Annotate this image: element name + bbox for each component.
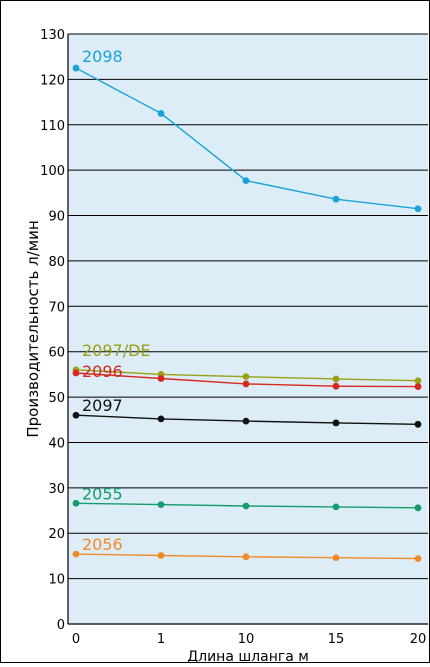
series-2096: 2096 — [72, 362, 422, 391]
y-tick-label: 30 — [48, 482, 65, 497]
data-point — [72, 64, 80, 72]
x-tick-labels: 0 1 10 15 20 — [72, 632, 426, 647]
x-axis-label: Длина шланга м — [187, 649, 309, 663]
data-point — [72, 411, 80, 419]
data-point — [72, 499, 80, 507]
data-point — [242, 502, 250, 510]
series-label-2096: 2096 — [82, 362, 123, 381]
data-point — [242, 373, 250, 381]
y-tick-label: 60 — [48, 346, 65, 361]
data-point — [157, 501, 165, 509]
data-point — [157, 375, 165, 382]
x-tick-label: 1 — [157, 632, 165, 647]
series-2056: 2056 — [72, 535, 422, 563]
y-tick-label: 10 — [48, 573, 65, 588]
plot-area — [68, 34, 428, 624]
data-point — [414, 420, 422, 428]
y-tick-label: 120 — [40, 73, 65, 88]
y-tick-labels: 0 10 20 30 40 50 60 70 80 90 100 110 120 130 — [40, 28, 65, 633]
y-axis-label: Производительность л/мин — [24, 220, 42, 437]
data-point — [242, 380, 250, 388]
y-tick-label: 80 — [48, 255, 65, 270]
y-tick-label: 100 — [40, 164, 65, 179]
series-label-2098: 2098 — [82, 47, 123, 66]
data-point — [414, 383, 422, 391]
y-tick-label: 40 — [48, 436, 65, 451]
y-tick-label: 0 — [57, 618, 65, 633]
series-2097-de: 2097/DE — [72, 341, 422, 385]
data-point — [242, 417, 250, 425]
y-tick-label: 90 — [48, 210, 65, 225]
y-tick-label: 110 — [40, 119, 65, 134]
y-tick-label: 50 — [48, 391, 65, 406]
grid-lines — [68, 33, 428, 580]
series-2098: 2098 — [72, 47, 422, 213]
data-point — [332, 554, 340, 562]
data-point — [157, 110, 165, 117]
data-point — [72, 550, 80, 558]
series-2097: 2097 — [72, 396, 422, 428]
y-tick-label: 130 — [40, 28, 65, 43]
data-point — [332, 195, 340, 203]
data-point — [332, 503, 340, 511]
x-tick-label: 0 — [72, 632, 80, 647]
x-tick-label: 10 — [238, 632, 255, 647]
data-point — [242, 553, 250, 561]
data-point — [332, 375, 340, 383]
data-point — [414, 205, 422, 213]
series-label-2097: 2097 — [82, 396, 123, 415]
series-layer: 2098 2097/DE 2096 2097 2055 2056 — [72, 47, 422, 563]
data-point — [414, 377, 422, 385]
data-point — [332, 419, 340, 427]
series-label-2097-de: 2097/DE — [82, 341, 151, 360]
data-point — [414, 504, 422, 512]
data-point — [414, 555, 422, 563]
series-label-2055: 2055 — [82, 484, 123, 503]
data-point — [242, 177, 250, 184]
series-2055: 2055 — [72, 484, 422, 512]
y-tick-label: 20 — [48, 527, 65, 542]
data-point — [157, 552, 165, 559]
y-tick-label: 70 — [48, 300, 65, 315]
x-tick-label: 20 — [410, 632, 427, 647]
x-tick-label: 15 — [328, 632, 345, 647]
data-point — [72, 369, 80, 377]
series-label-2056: 2056 — [82, 535, 123, 554]
data-point — [157, 415, 165, 423]
data-point — [332, 382, 340, 390]
